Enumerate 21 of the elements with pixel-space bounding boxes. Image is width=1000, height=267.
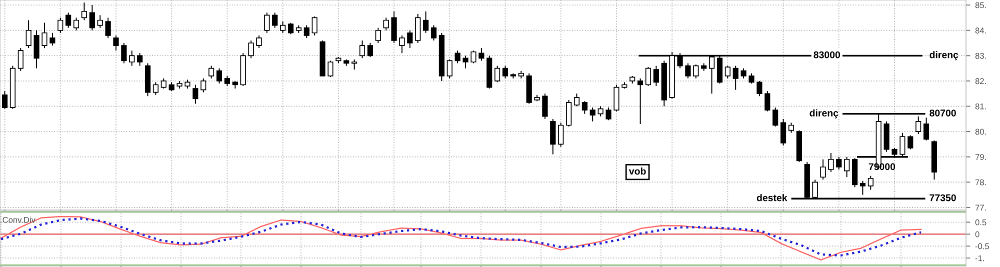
y-tick-label: 82. xyxy=(975,78,986,84)
annotation: direnç xyxy=(930,51,958,60)
y-tick-label: 83. xyxy=(975,52,986,59)
y-tick-label: 0 xyxy=(975,231,980,238)
y-tick-label: 81. xyxy=(975,103,986,110)
ref-line-label: 77350 xyxy=(930,194,956,202)
annotation: destek xyxy=(756,194,788,202)
y-tick-label: 77. xyxy=(975,204,986,210)
y-tick-label: 85. xyxy=(975,2,986,8)
annotation: vob xyxy=(628,168,646,175)
y-tick-label: 80. xyxy=(975,128,986,135)
y-tick-label: 84. xyxy=(975,28,986,34)
y-tick-label: -0.5 xyxy=(975,243,990,250)
text: .Conv.Div xyxy=(0,216,36,223)
annotation: direnç xyxy=(810,109,838,118)
y-tick-label: -1. xyxy=(975,255,984,262)
ref-line-label: 80700 xyxy=(930,110,956,116)
y-tick-label: 0.5 xyxy=(975,219,986,226)
y-tick-label: 78. xyxy=(975,179,986,186)
y-tick-label: 79. xyxy=(975,154,986,160)
ref-line-label: 83000 xyxy=(814,51,840,58)
